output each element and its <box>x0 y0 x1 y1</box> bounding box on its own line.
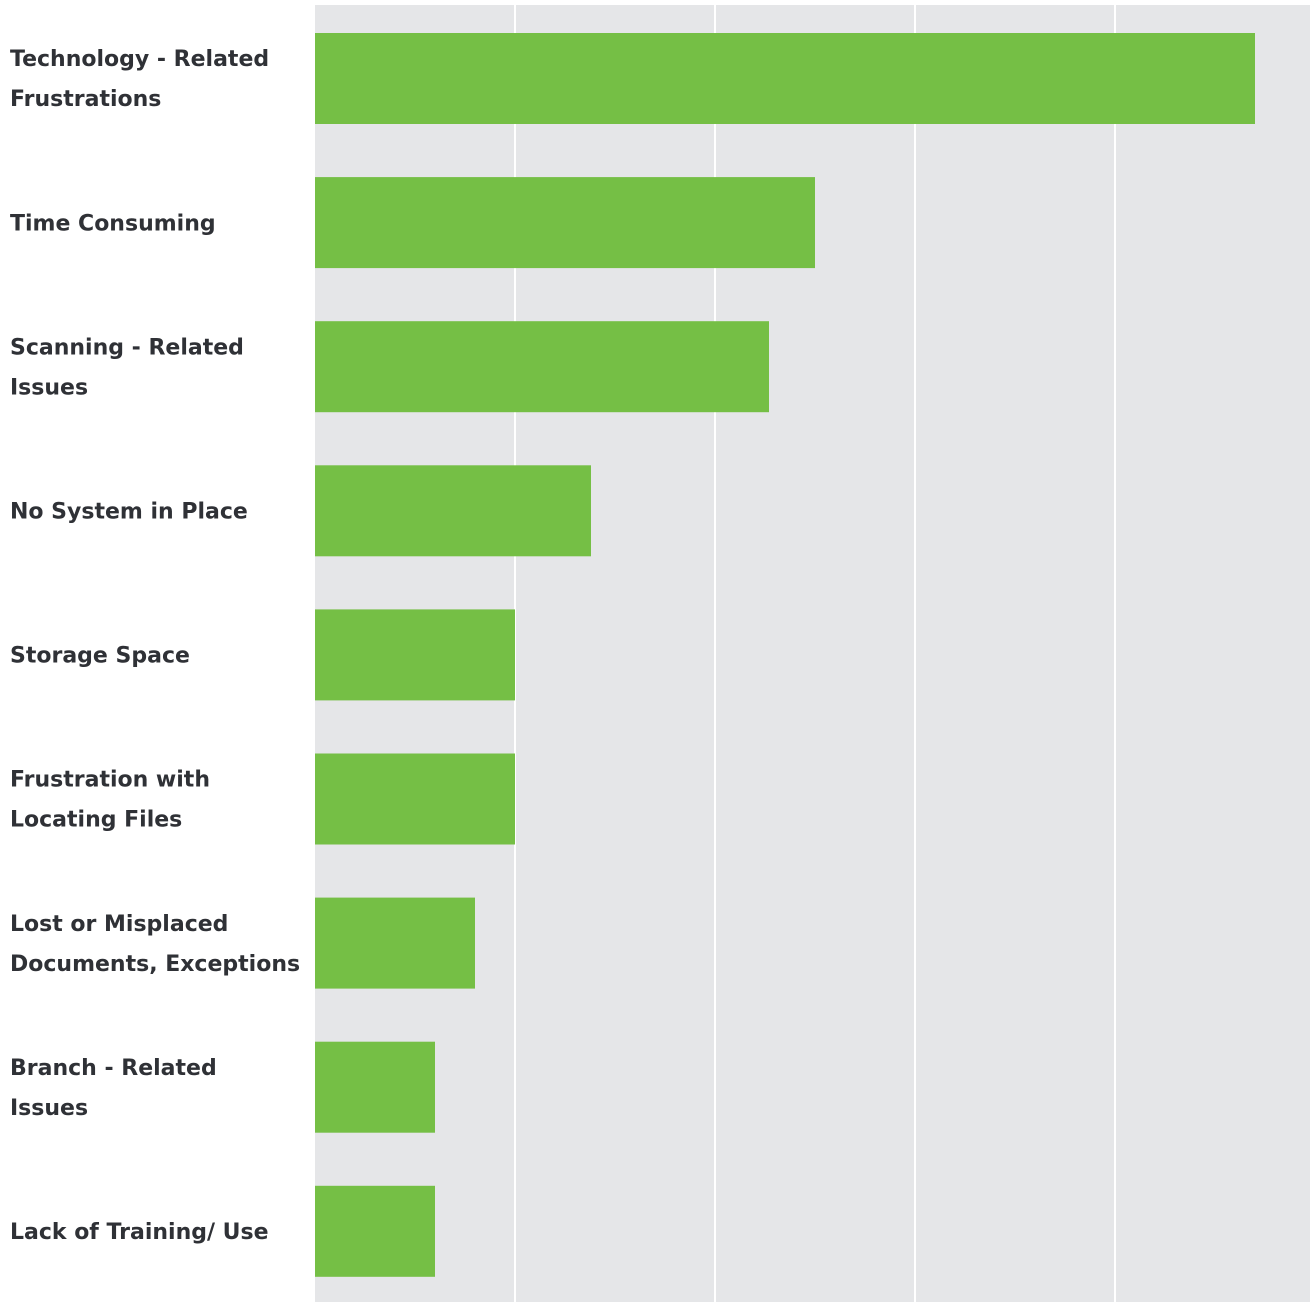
bar-5 <box>315 609 515 701</box>
category-label-line: Locating Files <box>10 808 182 833</box>
category-label-line: Documents, Exceptions <box>10 952 300 977</box>
bar-3 <box>315 321 769 413</box>
bar-2 <box>315 177 815 269</box>
bar-6 <box>315 753 515 845</box>
bar-4 <box>315 465 591 557</box>
category-label-line: Storage Space <box>10 644 190 669</box>
category-label-4: No System in Place <box>10 500 248 525</box>
category-label-2: Time Consuming <box>10 211 216 236</box>
category-label-line: Scanning - Related <box>10 335 244 360</box>
category-label-7: Lost or Misplaced Documents, Exceptions <box>10 912 300 977</box>
bar-7 <box>315 897 475 989</box>
category-label-line: Issues <box>10 375 88 400</box>
category-label-1: Technology - Related Frustrations <box>10 47 269 112</box>
category-label-6: Frustration with Locating Files <box>10 768 210 833</box>
category-label-line: Lost or Misplaced <box>10 912 228 937</box>
category-label-3: Scanning - Related Issues <box>10 335 244 400</box>
bar-9 <box>315 1185 435 1277</box>
category-label-9: Lack of Training/ Use <box>10 1220 269 1245</box>
category-label-line: Frustrations <box>10 87 161 112</box>
category-label-line: Branch - Related <box>10 1056 217 1081</box>
category-labels: Technology - Related Frustrations Time Con… <box>10 47 300 1245</box>
category-label-5: Storage Space <box>10 644 190 669</box>
category-label-line: Frustration with <box>10 768 210 793</box>
category-label-8: Branch - Related Issues <box>10 1056 217 1121</box>
category-label-line: Technology - Related <box>10 47 269 72</box>
bar-1 <box>315 33 1255 124</box>
category-label-line: Issues <box>10 1096 88 1121</box>
bar-8 <box>315 1041 435 1133</box>
category-label-line: Lack of Training/ Use <box>10 1220 269 1245</box>
bars <box>315 33 1255 1277</box>
category-label-line: Time Consuming <box>10 211 216 236</box>
category-label-line: No System in Place <box>10 500 248 525</box>
